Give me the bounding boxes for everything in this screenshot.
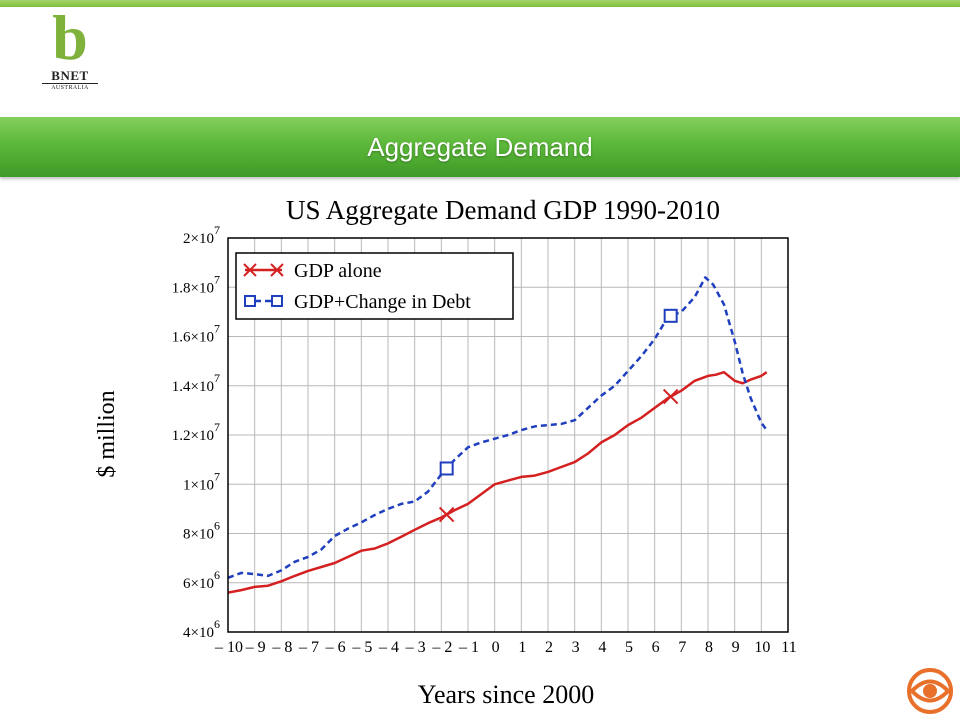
x-tick-label: – 4 [378, 639, 399, 656]
x-tick-label: – 10 [214, 639, 243, 656]
data-point-marker [662, 388, 679, 405]
x-tick-label: 0 [492, 639, 500, 656]
legend: GDP alone GDP+Change in Debt [235, 252, 514, 320]
series-lines [227, 276, 768, 594]
x-tick-label: 1 [518, 639, 526, 656]
series-line [227, 370, 768, 594]
top-accent-stripe [0, 0, 960, 7]
slide-title: Aggregate Demand [367, 132, 593, 162]
bnet-australia-logo: b BNET AUSTRALIA [38, 2, 102, 98]
logo-subtitle: AUSTRALIA [51, 85, 89, 91]
x-tick-label: 10 [754, 639, 770, 656]
x-tick-label: 5 [625, 639, 633, 656]
x-tick-label: – 7 [298, 639, 319, 656]
plot-frame [227, 237, 789, 633]
x-tick-label: 6 [652, 639, 660, 656]
data-point-marker [663, 308, 678, 323]
logo-brand-text: BNET [51, 68, 89, 83]
x-tick-label: 9 [732, 639, 740, 656]
legend-marker [244, 295, 256, 307]
chart-title: US Aggregate Demand GDP 1990-2010 [286, 195, 720, 225]
y-tick-label: 4×106 [183, 617, 220, 641]
x-axis-label: Years since 2000 [418, 680, 594, 709]
x-tick-label: – 9 [245, 639, 266, 656]
legend-label: GDP+Change in Debt [294, 291, 471, 313]
y-tick-label: 6×106 [183, 568, 220, 592]
data-point-marker [438, 506, 455, 523]
y-tick-label: 1.2×107 [172, 420, 220, 444]
y-tick-label: 1.8×107 [172, 272, 220, 296]
x-tick-label: – 6 [325, 639, 346, 656]
series-line [227, 276, 768, 579]
legend-label: GDP alone [294, 260, 382, 282]
y-tick-label: 2×107 [183, 223, 220, 247]
x-tick-label: – 8 [271, 639, 292, 656]
x-tick-label: 11 [781, 639, 796, 656]
x-tick-label: – 1 [458, 639, 479, 656]
x-tick-label: – 3 [405, 639, 426, 656]
y-tick-label: 1.4×107 [172, 371, 220, 395]
cbs-eye-icon [907, 668, 953, 714]
y-axis-label: $ million [94, 390, 120, 477]
y-tick-label: 1×107 [183, 469, 220, 493]
x-tick-label: 3 [572, 639, 580, 656]
x-tick-label: 8 [705, 639, 713, 656]
legend-marker [243, 263, 257, 277]
series-markers [438, 308, 679, 523]
data-point-marker [439, 461, 454, 476]
x-tick-label: 7 [678, 639, 686, 656]
x-tick-label: 2 [545, 639, 553, 656]
y-tick-label: 8×106 [183, 519, 220, 543]
legend-marker [270, 263, 284, 277]
y-tick-labels: 4×106 6×106 8×106 1×107 1.2×107 1.4×107 1.6×10… [172, 223, 220, 641]
x-tick-label: – 5 [351, 639, 372, 656]
x-tick-label: – 2 [431, 639, 452, 656]
logo-b-letter: b [52, 2, 88, 73]
logo-divider [42, 83, 98, 84]
x-tick-label: 4 [598, 639, 606, 656]
title-banner: Aggregate Demand [0, 117, 960, 177]
legend-marker [271, 295, 283, 307]
y-tick-label: 1.6×107 [172, 322, 220, 346]
